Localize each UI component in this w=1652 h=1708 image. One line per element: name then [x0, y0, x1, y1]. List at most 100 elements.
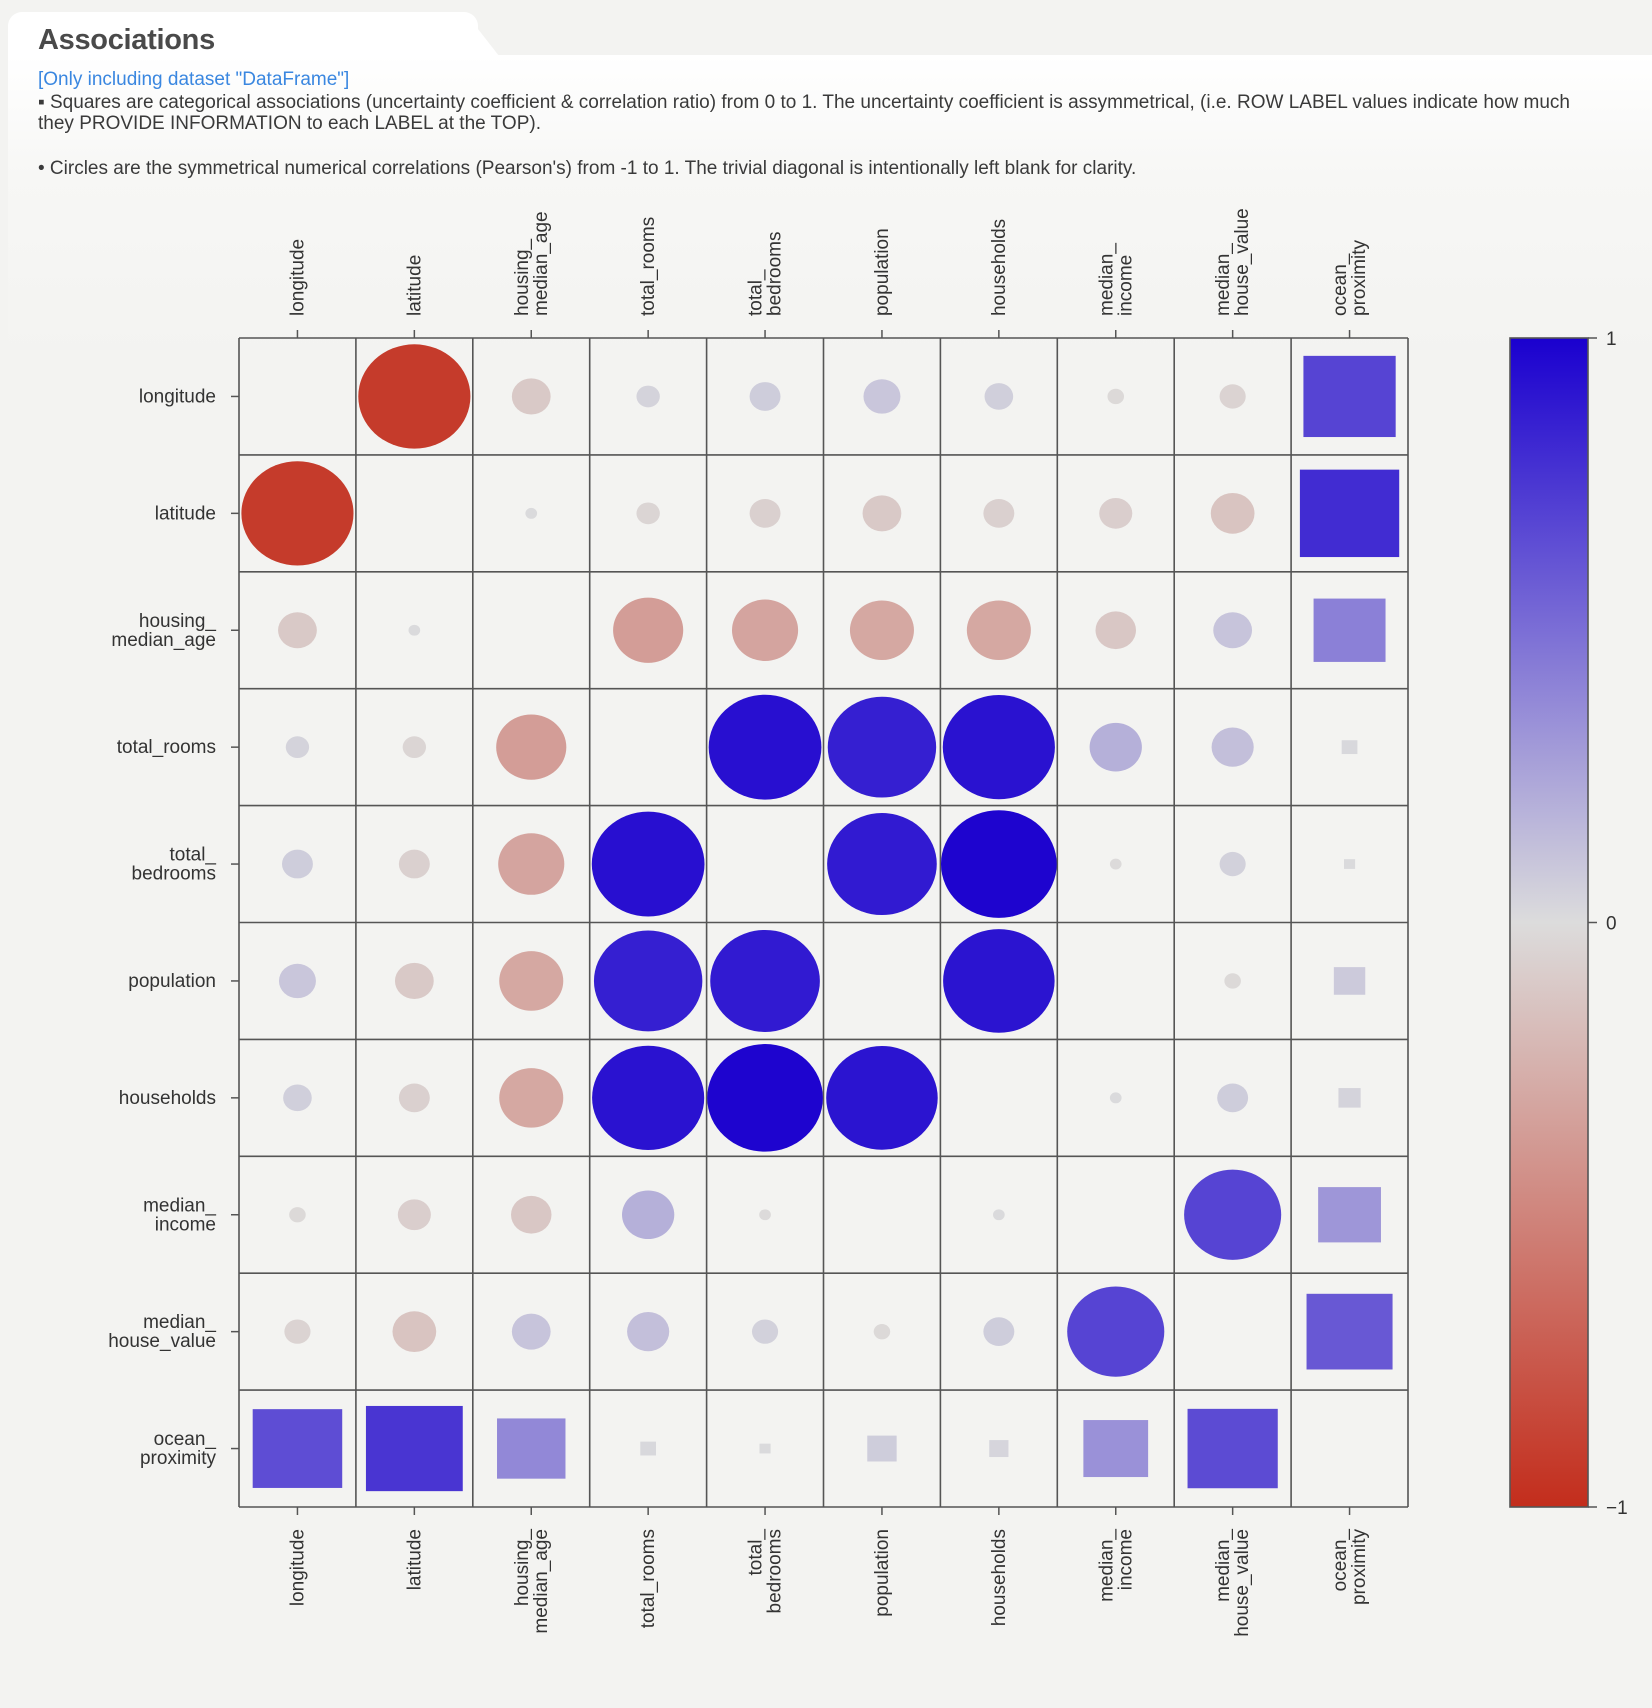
- row-label-total-rooms: total_rooms: [117, 737, 216, 758]
- cell-5-0-circle: [278, 963, 316, 999]
- cell-9-5-square: [867, 1435, 897, 1462]
- cell-2-9-square: [1313, 598, 1386, 662]
- bottom-label-total-rooms: total_rooms: [638, 1529, 659, 1628]
- cell-6-3-circle: [592, 1045, 705, 1150]
- cell-8-6-circle: [983, 1317, 1015, 1347]
- cell-4-5-circle: [827, 813, 937, 916]
- cell-8-3-circle: [627, 1312, 670, 1352]
- top-label-ocean-proximity: proximity: [1349, 239, 1370, 316]
- row-label-housing-median-age: housing_: [139, 611, 217, 632]
- cell-4-9-square: [1343, 859, 1356, 869]
- cell-9-4-square: [759, 1443, 771, 1454]
- cell-7-9-square: [1318, 1187, 1381, 1243]
- cell-0-3-circle: [636, 385, 660, 408]
- section-title: Associations: [38, 24, 215, 56]
- cell-0-8-circle: [1219, 384, 1246, 409]
- row-label-longitude: longitude: [139, 386, 216, 407]
- cell-9-1-square: [365, 1405, 463, 1492]
- row-label-ocean-proximity: ocean_: [154, 1429, 217, 1450]
- cell-7-1-circle: [397, 1199, 431, 1231]
- cell-2-8-circle: [1213, 612, 1253, 649]
- cell-2-1-circle: [408, 624, 421, 636]
- cell-3-0-circle: [285, 736, 310, 759]
- cell-2-5-circle: [849, 600, 914, 661]
- cell-8-7-circle: [1067, 1286, 1165, 1377]
- row-label-ocean-proximity: proximity: [140, 1448, 217, 1469]
- cell-2-3-circle: [613, 597, 684, 663]
- cell-3-9-square: [1341, 740, 1358, 755]
- bottom-label-ocean-proximity: proximity: [1349, 1529, 1370, 1606]
- cell-1-3-circle: [636, 502, 660, 525]
- bottom-label-total-bedrooms: bedrooms: [765, 1529, 786, 1614]
- cell-0-6-circle: [984, 383, 1014, 410]
- top-label-housing-median-age: median_age: [531, 211, 552, 316]
- bottom-label-total-bedrooms: total_: [746, 1529, 767, 1576]
- cell-2-4-circle: [731, 599, 799, 661]
- top-label-total-bedrooms: bedrooms: [765, 232, 786, 317]
- cell-8-0-circle: [284, 1319, 311, 1344]
- cell-6-8-circle: [1217, 1083, 1249, 1113]
- bottom-label-housing-median-age: median_age: [531, 1529, 552, 1634]
- cell-4-2-circle: [498, 833, 565, 895]
- cell-9-8-square: [1187, 1408, 1278, 1489]
- cell-5-4-circle: [710, 929, 820, 1032]
- top-label-housing-median-age: housing_: [512, 238, 533, 316]
- row-label-median-house-value: median_: [143, 1312, 216, 1333]
- cell-9-6-square: [989, 1440, 1009, 1458]
- cell-7-3-circle: [622, 1190, 675, 1240]
- cell-0-4-circle: [749, 382, 781, 411]
- cell-6-7-circle: [1109, 1092, 1122, 1104]
- top-label-median-house-value: median_: [1213, 243, 1234, 316]
- cell-5-1-circle: [394, 962, 434, 999]
- cell-5-9-square: [1333, 967, 1366, 995]
- row-label-median-house-value: house_value: [108, 1331, 216, 1352]
- cell-1-2-circle: [525, 507, 538, 519]
- cell-8-4-circle: [751, 1319, 779, 1344]
- top-label-population: population: [872, 228, 893, 316]
- row-label-latitude: latitude: [155, 503, 216, 524]
- cell-5-3-circle: [593, 930, 703, 1032]
- cell-3-2-circle: [496, 714, 567, 780]
- row-label-households: households: [119, 1088, 216, 1109]
- row-label-housing-median-age: median_age: [111, 630, 216, 651]
- cell-4-3-circle: [591, 811, 705, 917]
- cell-3-1-circle: [402, 736, 427, 759]
- cell-0-2-circle: [511, 378, 551, 415]
- cell-7-4-circle: [759, 1209, 771, 1221]
- cell-0-9-square: [1303, 355, 1396, 438]
- cell-6-2-circle: [499, 1068, 564, 1128]
- top-label-total-bedrooms: total_: [746, 269, 767, 316]
- cell-7-0-circle: [289, 1207, 306, 1223]
- cell-5-6-circle: [943, 929, 1055, 1033]
- cell-8-5-circle: [873, 1323, 891, 1340]
- cell-0-5-circle: [863, 379, 901, 414]
- row-label-population: population: [128, 971, 216, 992]
- cell-1-5-circle: [862, 495, 902, 532]
- cell-1-9-square: [1299, 469, 1400, 558]
- top-label-longitude: longitude: [287, 239, 308, 316]
- row-label-total-bedrooms: total_: [170, 845, 217, 866]
- top-label-median-income: income: [1115, 255, 1136, 316]
- bottom-label-median-income: median_: [1096, 1529, 1117, 1602]
- top-label-households: households: [989, 219, 1010, 316]
- cell-1-8-circle: [1210, 493, 1255, 534]
- cell-8-1-circle: [392, 1311, 437, 1352]
- top-label-median-income: median_: [1096, 243, 1117, 316]
- cell-0-1-circle: [358, 344, 471, 449]
- cell-1-4-circle: [749, 498, 781, 528]
- cell-5-8-circle: [1224, 973, 1241, 989]
- cell-6-0-circle: [283, 1084, 312, 1112]
- bottom-label-latitude: latitude: [404, 1529, 425, 1590]
- bottom-label-population: population: [872, 1529, 893, 1617]
- colorbar: [1509, 337, 1589, 1508]
- dataset-note: [Only including dataset "DataFrame"]: [38, 69, 350, 90]
- cell-4-7-circle: [1109, 858, 1122, 870]
- description-squares: ▪ Squares are categorical associations (…: [38, 92, 1570, 134]
- bottom-label-ocean-proximity: ocean_: [1330, 1529, 1351, 1592]
- bottom-label-longitude: longitude: [287, 1529, 308, 1606]
- colorbar-tick-label: 1: [1606, 329, 1617, 350]
- cell-6-1-circle: [398, 1083, 430, 1113]
- bottom-label-housing-median-age: housing_: [512, 1529, 533, 1607]
- cell-8-9-square: [1306, 1293, 1393, 1370]
